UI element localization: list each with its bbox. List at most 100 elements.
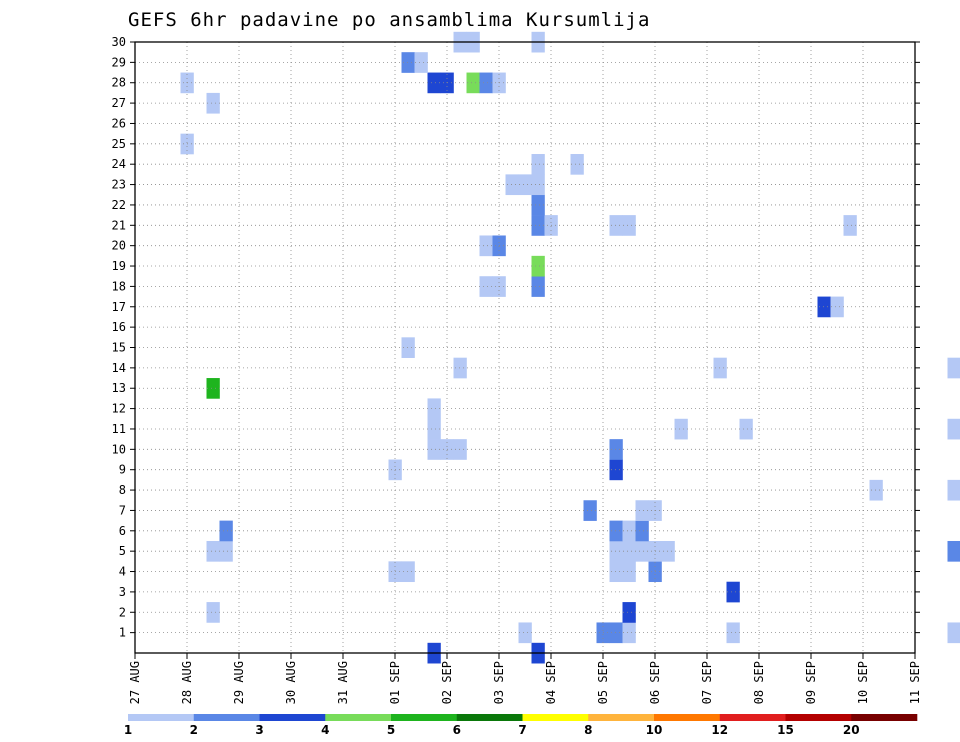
precip-cell — [401, 337, 415, 358]
precip-cell — [609, 540, 623, 562]
colorbar-swatch — [522, 714, 589, 721]
y-tick-label: 26 — [112, 116, 126, 130]
y-tick-label: 29 — [112, 55, 126, 69]
precip-cell — [635, 500, 649, 521]
precip-cell — [414, 52, 428, 73]
precip-cell — [219, 540, 233, 562]
colorbar-label: 5 — [387, 723, 395, 737]
precip-cell — [609, 459, 623, 481]
colorbar-swatch — [851, 714, 918, 721]
precip-cell — [206, 540, 220, 562]
colorbar-label: 20 — [843, 723, 860, 737]
y-tick-label: 7 — [119, 503, 126, 517]
precip-cell — [427, 72, 441, 94]
precip-cell — [622, 520, 636, 542]
x-tick-label: 05 SEP — [596, 661, 610, 704]
colorbar-label: 4 — [321, 723, 329, 737]
y-tick-label: 20 — [112, 239, 126, 253]
colorbar-swatch — [588, 714, 655, 721]
y-tick-label: 14 — [112, 361, 126, 375]
y-tick-label: 1 — [119, 626, 126, 640]
precip-cell — [726, 622, 740, 644]
precip-cell — [674, 418, 688, 440]
precip-cell — [401, 561, 415, 583]
colorbar-label: 12 — [711, 723, 728, 737]
x-tick-label: 27 AUG — [128, 661, 142, 704]
colorbar-swatch — [325, 714, 392, 721]
precip-cell — [570, 154, 584, 175]
x-tick-label: 04 SEP — [544, 661, 558, 704]
x-tick-label: 11 SEP — [908, 661, 922, 704]
y-tick-label: 24 — [112, 157, 126, 171]
precip-cell — [206, 92, 220, 114]
precip-cell — [219, 520, 233, 542]
precip-cell — [453, 439, 467, 460]
precip-cell — [427, 418, 441, 440]
y-tick-label: 3 — [119, 585, 126, 599]
x-tick-label: 03 SEP — [492, 661, 506, 704]
precip-cell — [817, 296, 831, 318]
y-tick-label: 13 — [112, 381, 126, 395]
precip-cell — [635, 540, 649, 562]
y-tick-label: 21 — [112, 218, 126, 232]
colorbar-swatch — [456, 714, 523, 721]
precip-cell — [531, 276, 545, 297]
precip-cell — [518, 174, 532, 196]
colorbar-swatch — [654, 714, 721, 721]
x-tick-label: 30 AUG — [284, 661, 298, 704]
precip-cell — [466, 72, 480, 94]
y-axis: 1234567891011121314151617181920212223242… — [112, 35, 920, 640]
precip-cell — [479, 72, 493, 94]
precip-cell — [726, 581, 740, 603]
y-tick-label: 15 — [112, 341, 126, 355]
colorbar-swatch — [128, 714, 195, 721]
y-tick-label: 11 — [112, 422, 126, 436]
x-tick-label: 08 SEP — [752, 661, 766, 704]
precip-cell — [583, 500, 597, 521]
precip-cell — [739, 418, 753, 440]
colorbar-label: 6 — [453, 723, 461, 737]
precip-cell — [947, 540, 960, 562]
precip-cell — [609, 439, 623, 460]
y-tick-label: 17 — [112, 300, 126, 314]
y-tick-label: 12 — [112, 402, 126, 416]
x-tick-label: 28 AUG — [180, 661, 194, 704]
precip-cell — [453, 357, 467, 379]
y-tick-label: 22 — [112, 198, 126, 212]
y-tick-label: 16 — [112, 320, 126, 334]
x-tick-label: 31 AUG — [336, 661, 350, 704]
precip-cell — [427, 398, 441, 420]
colorbar-label: 1 — [124, 723, 132, 737]
x-tick-label: 29 AUG — [232, 661, 246, 704]
precip-cell — [622, 540, 636, 562]
y-tick-label: 27 — [112, 96, 126, 110]
precip-cell — [947, 357, 960, 379]
y-tick-label: 19 — [112, 259, 126, 273]
x-tick-label: 06 SEP — [648, 661, 662, 704]
grid-lines — [135, 41, 915, 653]
colorbar-label: 8 — [584, 723, 592, 737]
x-tick-label: 01 SEP — [388, 661, 402, 704]
precip-cell — [635, 520, 649, 542]
colorbar-label: 10 — [646, 723, 663, 737]
x-tick-label: 07 SEP — [700, 661, 714, 704]
y-tick-label: 28 — [112, 76, 126, 90]
precip-cell — [505, 174, 519, 196]
x-tick-label: 02 SEP — [440, 661, 454, 704]
precip-cell — [609, 561, 623, 583]
precip-cell — [479, 235, 493, 257]
y-tick-label: 18 — [112, 279, 126, 293]
precip-cell — [531, 174, 545, 196]
colorbar-swatch — [785, 714, 852, 721]
colorbar-swatch — [259, 714, 326, 721]
y-tick-label: 5 — [119, 544, 126, 558]
precip-cell — [206, 378, 220, 399]
y-tick-label: 25 — [112, 137, 126, 151]
precip-cell — [713, 357, 727, 379]
y-tick-label: 10 — [112, 442, 126, 456]
precip-cell — [609, 215, 623, 236]
precip-cell — [869, 479, 883, 501]
precip-cell — [830, 296, 844, 318]
colorbar-swatch — [391, 714, 458, 721]
colorbar-label: 7 — [518, 723, 526, 737]
